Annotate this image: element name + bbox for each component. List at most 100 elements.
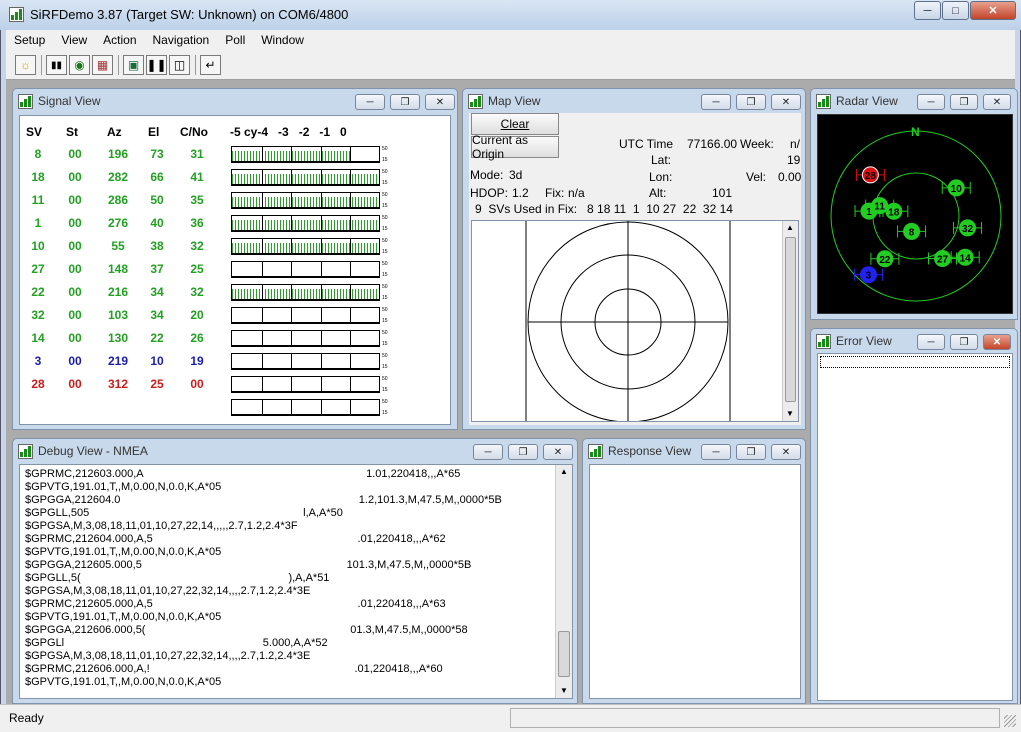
signal-view-restore-button[interactable]: ❐	[390, 94, 420, 110]
scroll-down-icon[interactable]: ▼	[786, 409, 794, 418]
signal-row-st: 00	[68, 377, 82, 391]
fix-label: Fix:	[545, 186, 565, 200]
menu-action[interactable]: Action	[103, 33, 137, 47]
debug-view-minimize-button[interactable]: ─	[473, 444, 503, 460]
bar-scale: 50 15	[382, 353, 388, 370]
radar-view-close-button[interactable]: ✕	[983, 94, 1011, 110]
bar-divider	[350, 262, 352, 277]
satellite-label: 14	[960, 253, 972, 264]
signal-row-el: 50	[150, 193, 164, 207]
cno-header: C/No	[180, 125, 208, 139]
bar-scale: 50 15	[382, 238, 388, 255]
response-view-title-bar[interactable]: Response View	[583, 439, 805, 463]
setup-tool-button[interactable]: ☼	[15, 55, 36, 75]
minimize-icon: ─	[927, 96, 935, 108]
error-view-title-bar[interactable]: Error View	[811, 329, 1017, 353]
radar-view-tool-button[interactable]: ◉	[69, 55, 90, 75]
bar-divider	[291, 147, 293, 162]
signal-row-cno: 19	[190, 354, 204, 368]
radar-view-minimize-button[interactable]: ─	[917, 94, 945, 110]
scroll-down-icon[interactable]: ▼	[560, 686, 568, 695]
close-icon: ✕	[553, 446, 563, 458]
satellite-label: 10	[951, 184, 963, 195]
close-icon: ✕	[988, 5, 998, 17]
minimize-button[interactable]: ─	[914, 1, 941, 20]
menu-poll[interactable]: Poll	[225, 33, 246, 47]
signal-view-minimize-button[interactable]: ─	[355, 94, 385, 110]
signal-row-el: 37	[150, 262, 164, 276]
nmea-line: $GPGSA,M,3,08,18,11,01,10,27,22,14,,,,,2…	[25, 520, 298, 532]
restore-icon: ❐	[959, 336, 969, 348]
return-tool-button[interactable]: ↵	[200, 55, 221, 75]
save-tool-button[interactable]: ◫	[169, 55, 190, 75]
error-view-restore-button[interactable]: ❐	[950, 334, 978, 350]
debug-view-restore-button[interactable]: ❐	[508, 444, 538, 460]
scroll-up-icon[interactable]: ▲	[786, 223, 794, 232]
signal-row-st: 00	[68, 262, 82, 276]
debug-scrollbar[interactable]: ▲ ▼	[555, 465, 572, 698]
satellite-marker-3: 3	[853, 266, 883, 284]
debug-view-title-bar[interactable]: Debug View - NMEA	[13, 439, 577, 463]
map-view-title-bar[interactable]: Map View	[463, 89, 805, 113]
signal-row-el: 38	[150, 239, 164, 253]
bar-divider	[261, 193, 263, 208]
radar-plot-area: N 28 10 1 11 18 32 8 22 27 14 3	[817, 114, 1013, 314]
signal-row-sv: 8	[34, 147, 42, 161]
map-scroll-thumb[interactable]	[785, 237, 796, 402]
signal-strength-bar	[231, 353, 380, 370]
map-scrollbar[interactable]: ▲ ▼	[782, 221, 798, 421]
menu-setup[interactable]: Setup	[14, 33, 46, 47]
bar-scale-bottom: 15	[382, 157, 388, 163]
signal-view-close-button[interactable]: ✕	[425, 94, 455, 110]
bar-divider	[320, 308, 322, 323]
signal-row-st: 00	[68, 308, 82, 322]
scroll-up-icon[interactable]: ▲	[560, 467, 568, 476]
signal-row-st: 00	[68, 147, 82, 161]
signal-view-title-bar[interactable]: Signal View	[13, 89, 457, 113]
radar-view-title-bar[interactable]: Radar View	[811, 89, 1017, 113]
maximize-button[interactable]: □	[942, 1, 969, 20]
menu-window[interactable]: Window	[261, 33, 304, 47]
debug-scroll-thumb[interactable]	[558, 631, 570, 677]
bar-scale-top: 50	[382, 261, 388, 267]
signal-strength-bar	[231, 192, 380, 209]
bar-divider	[291, 354, 293, 369]
vel-value: 0.00	[778, 170, 802, 184]
error-list-focus[interactable]	[820, 356, 1010, 368]
map-view-restore-button[interactable]: ❐	[736, 94, 766, 110]
clear-button[interactable]: Clear	[471, 113, 559, 135]
bar-scale-bottom: 15	[382, 341, 388, 347]
map-view-close-button[interactable]: ✕	[771, 94, 801, 110]
nmea-line: $GPGGA,212604.0 1.2,101.3,M,47.5,M,,0000…	[25, 494, 502, 506]
signal-row-cno: 35	[190, 193, 204, 207]
response-view-restore-button[interactable]: ❐	[736, 444, 766, 460]
current-as-origin-button[interactable]: Current as Origin	[471, 133, 559, 161]
signal-view-tool-button[interactable]: ▮▮	[46, 55, 67, 75]
menu-view[interactable]: View	[61, 33, 88, 47]
grid-view-tool-button[interactable]: ▦	[92, 55, 113, 75]
radar-view-restore-button[interactable]: ❐	[950, 94, 978, 110]
pause-tool-button[interactable]: ❚❚	[146, 55, 167, 75]
error-view-minimize-button[interactable]: ─	[917, 334, 945, 350]
bar-baseline	[232, 299, 379, 300]
connect-tool-button[interactable]: ▣	[123, 55, 144, 75]
signal-row-cno: 31	[190, 147, 204, 161]
response-view-minimize-button[interactable]: ─	[701, 444, 731, 460]
satellite-marker-8: 8	[897, 222, 927, 240]
bar-divider	[261, 262, 263, 277]
signal-row-az: 196	[107, 147, 129, 161]
menu-navigation[interactable]: Navigation	[152, 33, 210, 47]
signal-row-cno: 26	[190, 331, 204, 345]
signal-row-az: 282	[107, 170, 129, 184]
close-button[interactable]: ✕	[970, 1, 1016, 20]
resize-grip-icon[interactable]	[1004, 715, 1016, 727]
debug-view-close-button[interactable]: ✕	[543, 444, 573, 460]
signal-strength-bar	[231, 169, 380, 186]
map-view-minimize-button[interactable]: ─	[701, 94, 731, 110]
response-view-icon	[588, 443, 603, 459]
error-view-close-button[interactable]: ✕	[983, 334, 1011, 350]
response-view-close-button[interactable]: ✕	[771, 444, 801, 460]
bar-baseline	[232, 230, 379, 231]
satellite-marker-14: 14	[950, 248, 980, 266]
bar-divider	[261, 377, 263, 392]
